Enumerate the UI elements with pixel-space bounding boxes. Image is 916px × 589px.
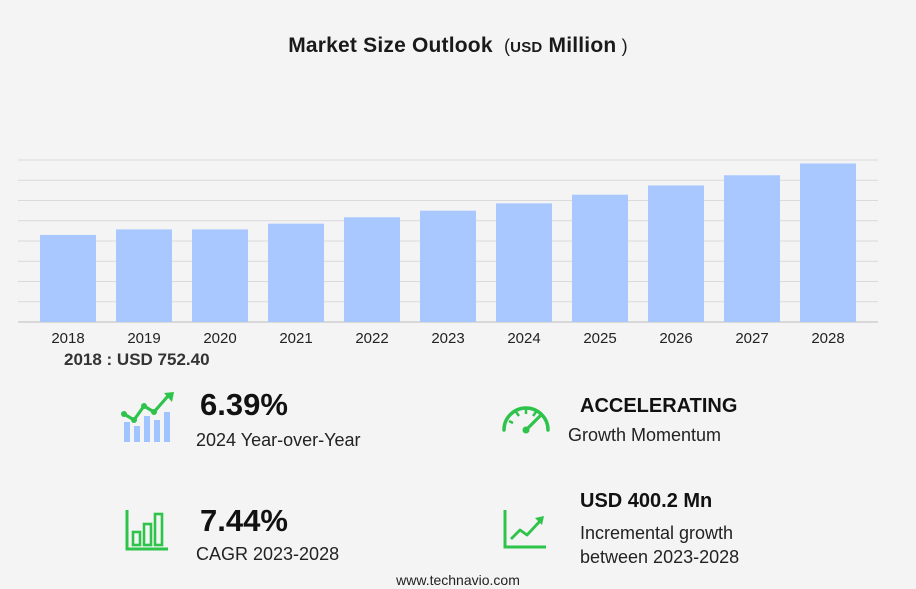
title-paren-close: )	[616, 36, 628, 56]
bar-2024	[496, 203, 552, 322]
bar-2025	[572, 194, 628, 322]
chart-x-labels: 2018 2019 2020 2021 2022 2023 2024 2025 2026 2027…	[51, 330, 844, 347]
bar-2022	[344, 217, 400, 322]
yoy-value: 6.39%	[200, 387, 288, 422]
line-chart-icon	[503, 510, 546, 549]
chart-bars	[40, 163, 856, 322]
bar-chart-trend-icon	[121, 392, 174, 442]
yoy-label: 2024 Year-over-Year	[196, 430, 361, 450]
x-tick-label-2022: 2022	[355, 330, 388, 347]
bar-2018	[40, 234, 96, 322]
x-tick-label-2028: 2028	[811, 330, 844, 347]
bar-2020	[192, 229, 248, 322]
incremental-label-line1: Incremental growth	[580, 523, 734, 543]
title-unit-suffix: Million	[548, 34, 617, 57]
incremental-value: USD 400.2 Mn	[580, 490, 713, 512]
chart-title: Market Size Outlook (USD Million )	[0, 34, 916, 58]
momentum-value: ACCELERATING	[580, 395, 738, 417]
cagr-value: 7.44%	[200, 503, 288, 538]
x-tick-label-2019: 2019	[127, 330, 160, 347]
bar-2021	[268, 223, 324, 322]
bar-2027	[724, 175, 780, 322]
bar-2019	[116, 229, 172, 322]
x-tick-label-2025: 2025	[583, 330, 616, 347]
chart-title-text: Market Size Outlook	[288, 34, 493, 57]
bar-chart-icon	[125, 510, 168, 551]
x-tick-label-2023: 2023	[431, 330, 464, 347]
x-tick-label-2018: 2018	[51, 330, 84, 347]
momentum-label: Growth Momentum	[568, 425, 722, 445]
x-tick-label-2024: 2024	[507, 330, 540, 347]
title-paren-open: (	[498, 36, 511, 56]
footer-source: www.technavio.com	[396, 572, 520, 588]
bar-2026	[648, 185, 704, 322]
speedometer-icon	[502, 406, 550, 434]
x-tick-label-2021: 2021	[279, 330, 312, 347]
x-tick-label-2026: 2026	[659, 330, 692, 347]
bar-chart: 2018 2019 2020 2021 2022 2023 2024 2025 2026 2027…	[18, 159, 878, 347]
x-tick-label-2020: 2020	[203, 330, 236, 347]
incremental-label-line2: between 2023-2028	[580, 547, 740, 567]
bar-2028	[800, 163, 856, 322]
x-tick-label-2027: 2027	[735, 330, 768, 347]
bar-2023	[420, 210, 476, 322]
cagr-label: CAGR 2023-2028	[196, 544, 340, 564]
title-unit-prefix: USD	[510, 39, 543, 56]
base-year-value: 2018 : USD 752.40	[64, 350, 210, 369]
